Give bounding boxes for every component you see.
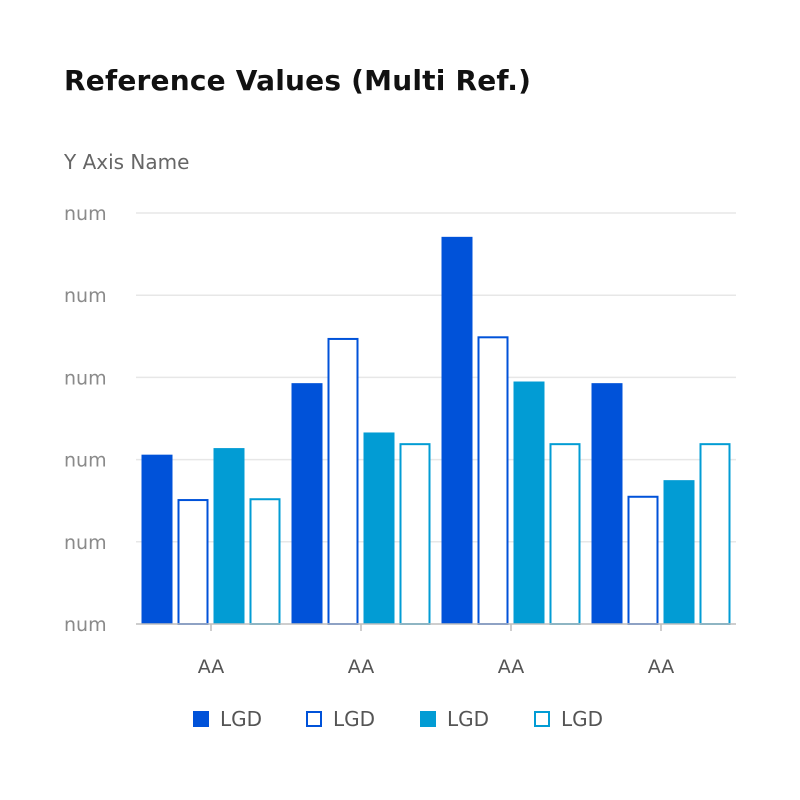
bar-s2-c2 (513, 381, 545, 624)
x-tick-label-2: AA (498, 656, 525, 678)
legend-swatch-2 (420, 711, 436, 727)
legend-swatch-1 (306, 711, 322, 727)
y-tick-label-1: num (64, 532, 107, 554)
bar-s0-c2 (441, 236, 473, 624)
bar-s1-c1 (327, 337, 359, 625)
x-tick-label-1: AA (348, 656, 375, 678)
y-axis-label: Y Axis Name (64, 150, 190, 174)
legend-label-3: LGD (561, 707, 603, 731)
bar-s2-c3 (663, 480, 695, 624)
legend-label-1: LGD (333, 707, 375, 731)
legend-label-0: LGD (220, 707, 262, 731)
bar-s1-c3 (627, 495, 659, 626)
bar-s0-c1 (291, 383, 323, 624)
legend-swatch-0 (193, 711, 209, 727)
y-tick-label-2: num (64, 450, 107, 472)
bar-s2-c1 (363, 432, 395, 624)
chart-title: Reference Values (Multi Ref.) (64, 64, 532, 97)
legend-label-2: LGD (447, 707, 489, 731)
bar-s3-c0 (249, 498, 281, 626)
y-tick-label-4: num (64, 285, 107, 307)
y-tick-label-0: num (64, 614, 107, 636)
bar-s1-c2 (477, 336, 509, 625)
bar-s3-c3 (699, 443, 731, 625)
legend-swatch-3 (534, 711, 550, 727)
bar-s0-c3 (591, 383, 623, 624)
x-tick-label-0: AA (198, 656, 225, 678)
bar-s0-c0 (141, 454, 173, 624)
bar-s3-c2 (549, 443, 581, 625)
bar-s2-c0 (213, 448, 245, 624)
y-tick-label-3: num (64, 367, 107, 389)
bar-s3-c1 (399, 443, 431, 625)
y-tick-label-5: num (64, 203, 107, 225)
bar-s1-c0 (177, 499, 209, 625)
x-tick-label-3: AA (648, 656, 675, 678)
